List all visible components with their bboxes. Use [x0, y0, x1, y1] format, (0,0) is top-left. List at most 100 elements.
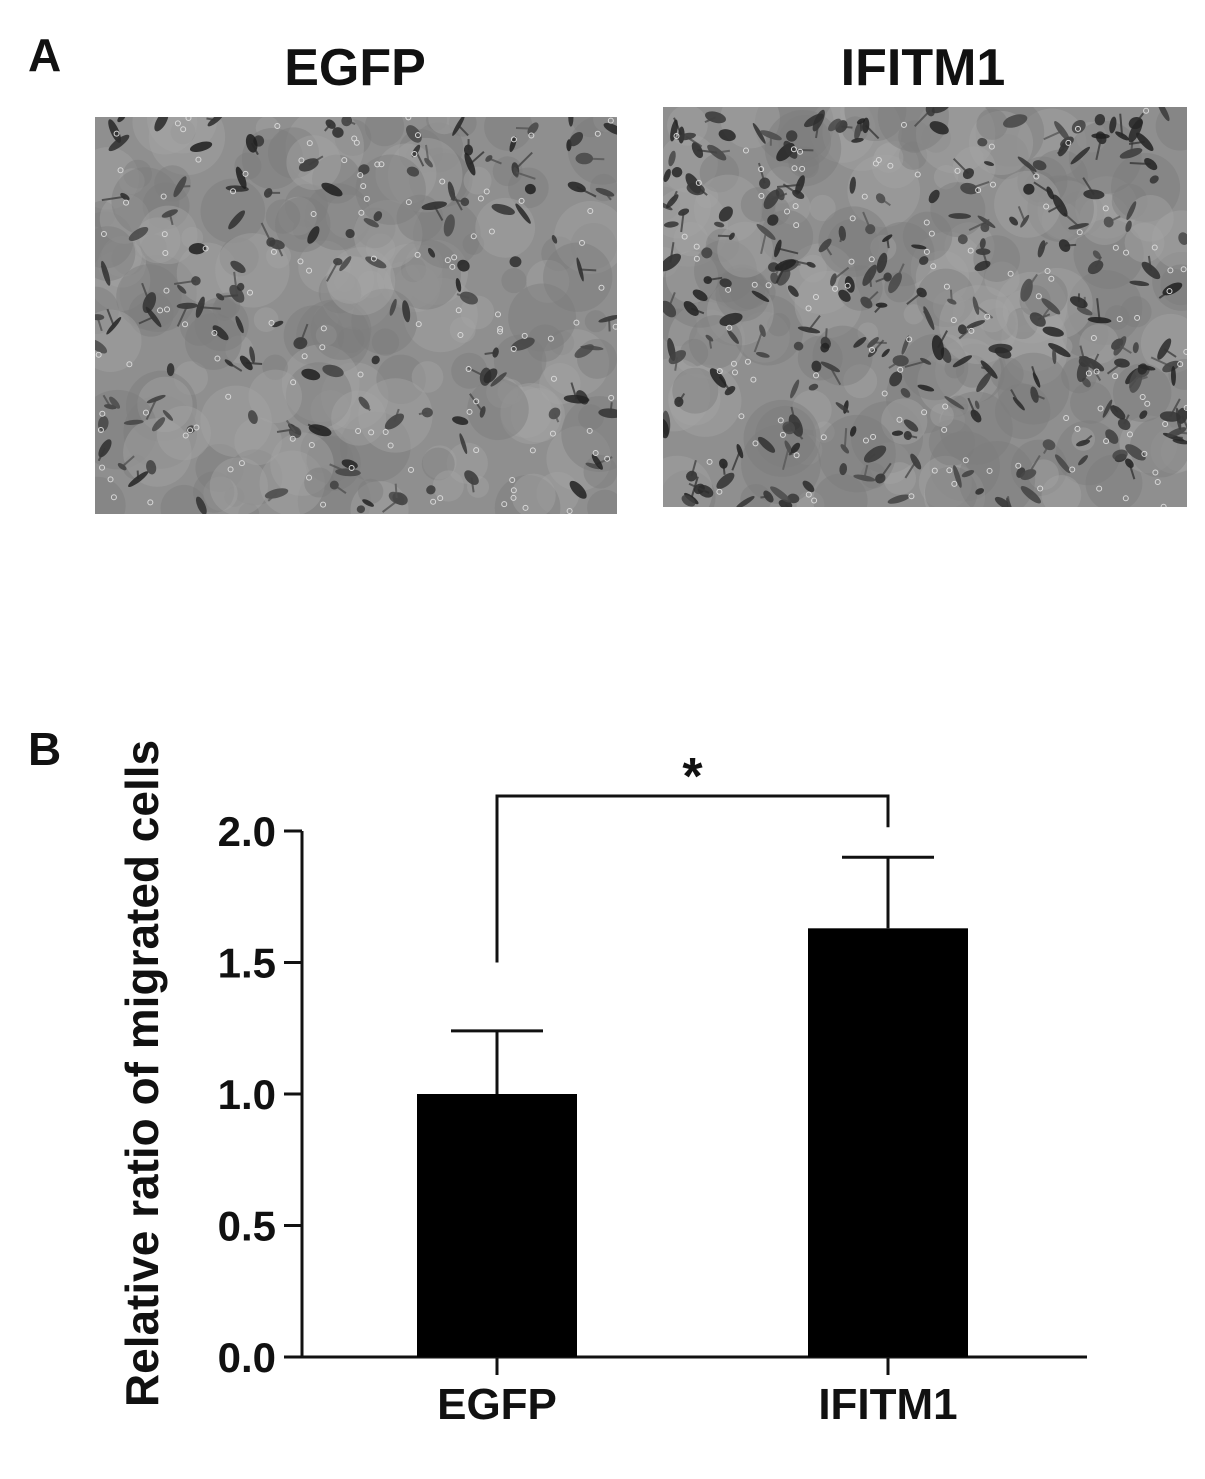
- cell-process: [880, 197, 891, 207]
- stained-cell: [952, 355, 973, 368]
- texture-blob: [111, 241, 146, 276]
- cell-process: [824, 244, 833, 256]
- texture-blob: [392, 264, 440, 313]
- texture-blob: [334, 271, 355, 292]
- cell-process: [276, 244, 284, 257]
- pore: [437, 495, 444, 502]
- pore: [799, 165, 806, 172]
- cell-process: [771, 192, 788, 201]
- texture-blob: [930, 403, 954, 428]
- stained-cell: [363, 218, 379, 228]
- stained-cell: [1112, 449, 1128, 461]
- pore: [528, 132, 535, 139]
- pore: [797, 148, 804, 155]
- cell-process: [604, 191, 612, 201]
- stained-cell: [603, 122, 617, 136]
- cell-process: [704, 116, 716, 124]
- stained-cell: [117, 463, 127, 471]
- stained-cell: [1094, 113, 1106, 126]
- stained-cell: [889, 371, 903, 387]
- stained-cell: [862, 117, 870, 134]
- pore: [1065, 139, 1072, 146]
- pore: [950, 317, 957, 324]
- pore: [900, 121, 907, 128]
- texture-blob: [663, 133, 718, 193]
- texture-blob: [310, 390, 351, 431]
- texture-blob: [262, 354, 288, 381]
- pore: [113, 130, 120, 137]
- texture-blob: [916, 268, 975, 328]
- texture-blob: [174, 361, 208, 396]
- pore: [716, 488, 723, 495]
- pore: [357, 371, 364, 378]
- pore: [301, 353, 308, 360]
- cell-process: [678, 392, 686, 403]
- cell-process: [777, 247, 799, 255]
- pore: [751, 281, 758, 288]
- cell-process: [1033, 181, 1051, 194]
- stained-cell: [671, 167, 683, 178]
- cell-process: [450, 198, 466, 203]
- pore: [123, 199, 130, 206]
- stained-cell: [891, 430, 904, 436]
- pore: [470, 233, 477, 240]
- cell-process: [865, 124, 880, 140]
- stained-cell: [389, 298, 397, 316]
- texture-blob: [305, 435, 361, 491]
- pore: [805, 305, 812, 312]
- stained-cell: [1054, 454, 1071, 474]
- pore: [1160, 503, 1167, 507]
- texture-blob: [224, 486, 245, 507]
- pore: [942, 403, 949, 410]
- pore: [848, 258, 855, 265]
- stained-cell: [166, 363, 175, 377]
- cell-process: [1119, 345, 1132, 354]
- texture-blob: [154, 165, 191, 202]
- pore: [494, 311, 501, 318]
- micrograph-title-egfp: EGFP: [284, 39, 426, 97]
- texture-blob: [983, 133, 1029, 180]
- texture-blob: [576, 338, 617, 379]
- texture-blob: [484, 117, 533, 151]
- texture-blob: [315, 324, 337, 346]
- stained-cell: [108, 119, 122, 143]
- cell-process: [843, 428, 848, 449]
- texture-blob: [901, 333, 969, 401]
- stained-cell: [718, 129, 736, 142]
- texture-blob: [248, 369, 303, 424]
- pore: [607, 117, 614, 124]
- stained-cell: [707, 144, 727, 161]
- pore: [477, 195, 484, 202]
- pore: [310, 210, 317, 217]
- cell-process: [168, 213, 174, 226]
- cell-process: [1043, 130, 1063, 141]
- cell-process: [121, 455, 135, 468]
- stained-cell: [511, 337, 535, 351]
- texture-blob: [945, 343, 1005, 403]
- pore: [716, 368, 723, 375]
- texture-blob: [95, 147, 139, 210]
- texture-blob: [870, 234, 897, 261]
- stained-cell: [851, 137, 864, 143]
- texture-blob: [543, 242, 613, 312]
- texture-blob: [883, 462, 917, 495]
- pore: [509, 477, 516, 484]
- texture-blob: [511, 473, 556, 514]
- pore: [598, 284, 605, 291]
- stained-cell: [784, 440, 793, 456]
- texture-blob: [500, 383, 562, 445]
- pore: [784, 208, 791, 215]
- stained-cell: [109, 396, 121, 409]
- texture-blob: [195, 443, 244, 493]
- pore: [341, 157, 348, 164]
- pore: [793, 452, 800, 459]
- cell-process: [707, 276, 723, 281]
- pore: [1033, 173, 1040, 180]
- stained-cell: [248, 410, 258, 424]
- stained-cell: [490, 372, 507, 387]
- cell-process: [841, 125, 853, 129]
- stained-cell: [994, 496, 1011, 507]
- texture-blob: [536, 471, 580, 514]
- cell-process: [179, 185, 191, 188]
- pore: [1166, 288, 1173, 295]
